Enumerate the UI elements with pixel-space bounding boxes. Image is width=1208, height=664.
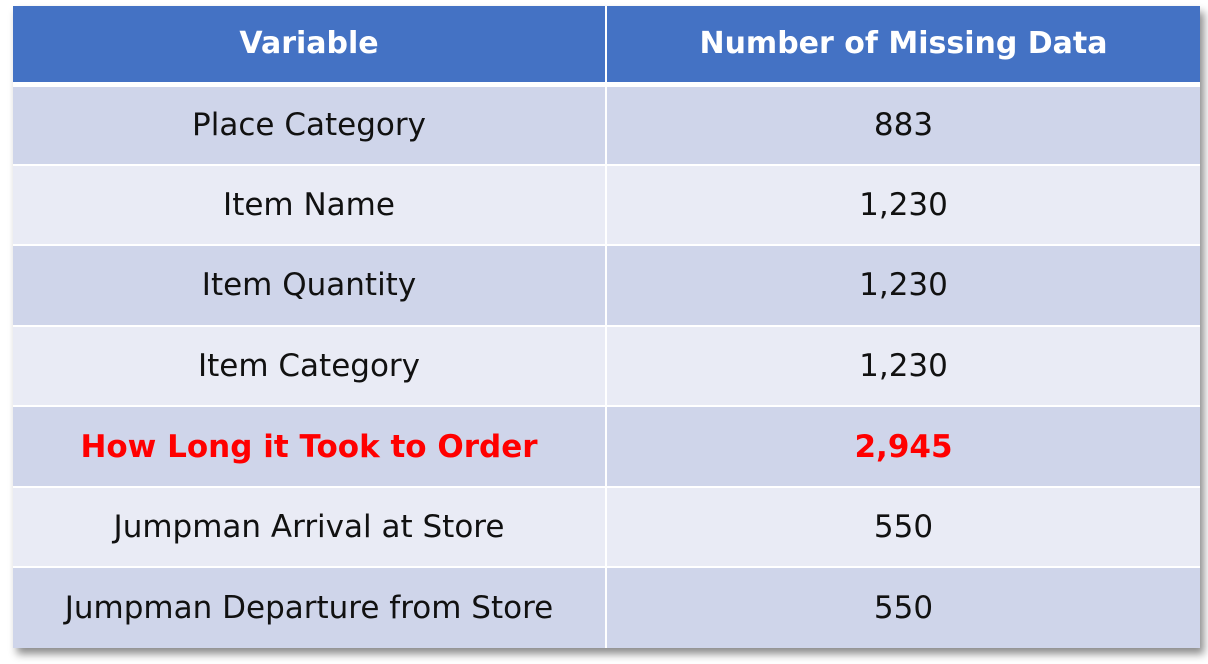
table-row: Jumpman Arrival at Store 550 bbox=[13, 486, 1200, 568]
missing-data-table-frame: Variable Number of Missing Data Place Ca… bbox=[13, 6, 1200, 648]
table-row: Place Category 883 bbox=[13, 84, 1200, 165]
cell-variable: Jumpman Departure from Store bbox=[13, 567, 607, 648]
column-header-variable: Variable bbox=[13, 6, 607, 87]
cell-variable: Item Quantity bbox=[13, 245, 607, 326]
cell-missing-count: 1,230 bbox=[606, 325, 1200, 407]
cell-variable: Item Category bbox=[13, 325, 607, 407]
cell-variable: Place Category bbox=[13, 84, 607, 165]
table-row-highlighted: How Long it Took to Order 2,945 bbox=[13, 406, 1200, 487]
missing-data-table: Variable Number of Missing Data Place Ca… bbox=[13, 6, 1200, 648]
cell-missing-count: 883 bbox=[606, 84, 1200, 165]
cell-variable: Jumpman Arrival at Store bbox=[13, 486, 607, 568]
cell-missing-count: 1,230 bbox=[606, 164, 1200, 246]
cell-missing-count: 550 bbox=[606, 486, 1200, 568]
table-row: Item Category 1,230 bbox=[13, 325, 1200, 407]
cell-missing-count: 2,945 bbox=[606, 406, 1200, 487]
table-header-row: Variable Number of Missing Data bbox=[13, 6, 1200, 87]
cell-missing-count: 1,230 bbox=[606, 245, 1200, 326]
cell-missing-count: 550 bbox=[606, 567, 1200, 648]
table-row: Item Quantity 1,230 bbox=[13, 245, 1200, 326]
cell-variable: How Long it Took to Order bbox=[13, 406, 607, 487]
table-row: Jumpman Departure from Store 550 bbox=[13, 567, 1200, 648]
cell-variable: Item Name bbox=[13, 164, 607, 246]
column-header-missing-count: Number of Missing Data bbox=[606, 6, 1200, 87]
table-row: Item Name 1,230 bbox=[13, 164, 1200, 246]
